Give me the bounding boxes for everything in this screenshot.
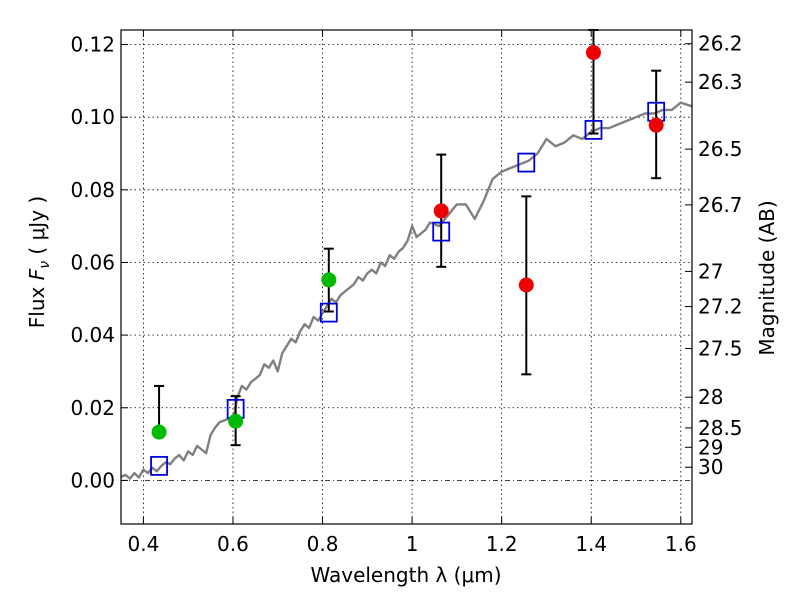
y-axis-label-symbol: F [25, 268, 49, 280]
observed-flux-point [585, 45, 601, 61]
observed-points [151, 45, 664, 440]
axes: 0.4 0.6 0.8 1 1.2 1.4 1.6 0.00 0.02 0.04 0.06 0.08 0… [70, 29, 743, 556]
observed-flux-point [151, 424, 167, 440]
magnitude-tick-label: 26.3 [698, 70, 743, 94]
observed-flux-point [228, 413, 244, 429]
spectrum-line [120, 101, 693, 480]
x-tick-label: 0.4 [127, 532, 159, 556]
y-tick-label: 0.00 [70, 468, 115, 492]
model-flux-box [432, 221, 451, 242]
grid [121, 30, 692, 524]
magnitude-tick-label: 27.5 [698, 337, 743, 361]
y-tick-label: 0.02 [70, 396, 115, 420]
x-tick-label: 0.6 [217, 532, 249, 556]
observed-flux-point [648, 117, 664, 133]
y-axis-label-unit: ( μJy ) [25, 196, 49, 261]
y-tick-label: 0.08 [70, 178, 115, 202]
model-flux-box [319, 302, 338, 323]
y2-axis-label: Magnitude (AB) [755, 200, 779, 355]
x-tick-label: 1.2 [486, 532, 518, 556]
model-box-markers [150, 101, 666, 476]
magnitude-tick-label: 28 [698, 385, 723, 409]
y-tick-label: 0.10 [70, 105, 115, 129]
model-flux-box [584, 119, 603, 140]
magnitude-tick-label: 28.5 [698, 416, 743, 440]
y-tick-label: 0.04 [70, 323, 115, 347]
magnitude-tick-label: 26.2 [698, 32, 743, 56]
y-axis-label-subscript: ν [37, 261, 53, 269]
model-flux-box [517, 152, 536, 173]
magnitude-tick-label: 27 [698, 259, 723, 283]
x-tick-label: 1.4 [575, 532, 607, 556]
magnitude-tick-label: 29 [698, 435, 723, 459]
model-flux-box [150, 455, 168, 476]
observed-flux-point [518, 277, 534, 293]
x-tick-label: 1.6 [665, 532, 697, 556]
x-axis-label: Wavelength λ (μm) [310, 563, 501, 587]
magnitude-tick-label: 26.7 [698, 193, 743, 217]
y-tick-label: 0.06 [70, 250, 115, 274]
y-axis-label-text: Flux [25, 280, 49, 328]
magnitude-tick-label: 30 [698, 455, 723, 479]
x-tick-label: 0.8 [307, 532, 339, 556]
magnitude-tick-label: 26.5 [698, 137, 743, 161]
y-tick-label: 0.12 [70, 33, 115, 57]
observed-flux-point [433, 203, 449, 219]
observed-flux-point [321, 272, 337, 288]
x-tick-label: 1 [406, 532, 419, 556]
magnitude-tick-label: 27.2 [698, 295, 743, 319]
y-axis-label: Flux Fν ( μJy ) [25, 196, 53, 328]
plot-frame [120, 29, 693, 525]
spectrum-series [120, 101, 693, 480]
